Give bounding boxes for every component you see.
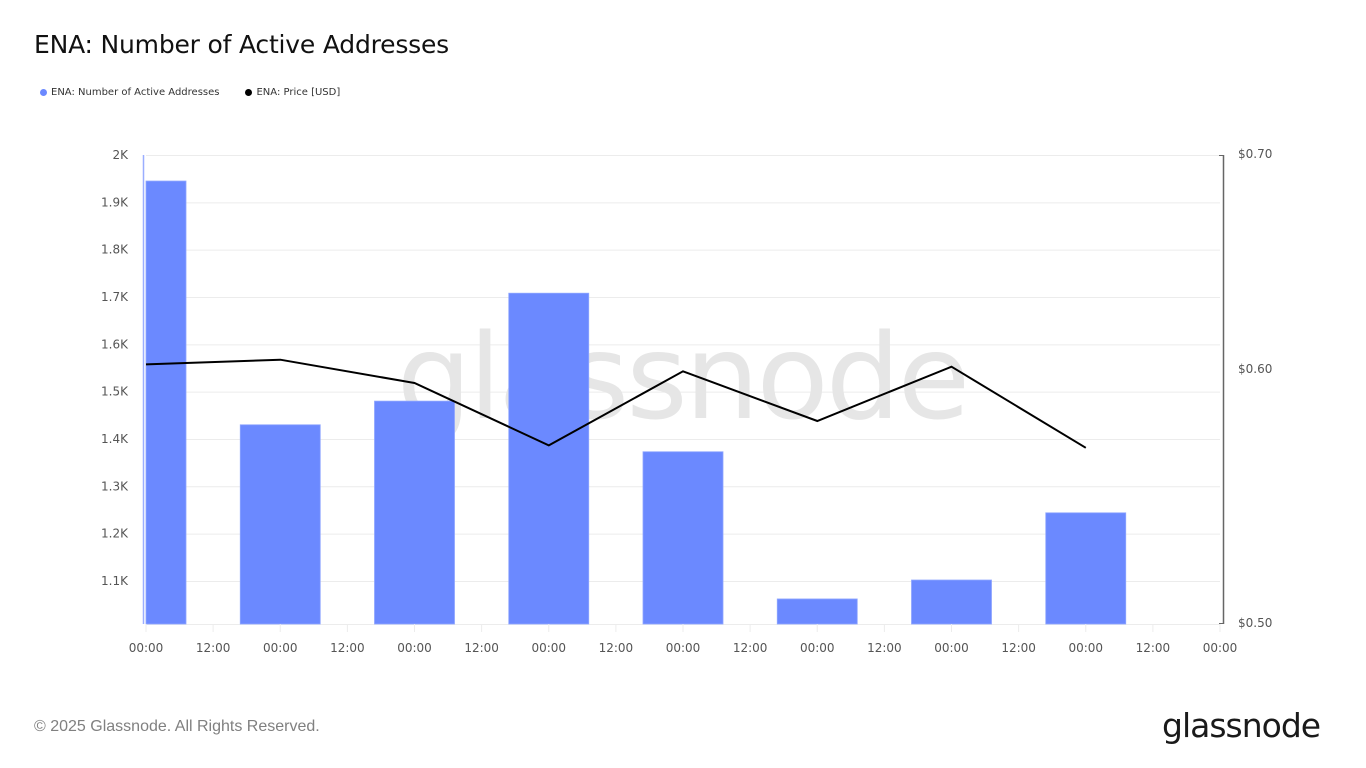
svg-text:12:00: 12:00 [599,641,634,655]
bar[interactable] [374,400,455,625]
svg-text:12:00: 12:00 [867,641,902,655]
svg-text:12:00: 12:00 [1001,641,1036,655]
chart-plot-area: glassnode 2K 1.9K 1.8K 1.7K 1.6K 1.5K 1.4K 1.3K… [101,147,1272,655]
bar[interactable] [642,451,724,625]
svg-text:2K: 2K [112,148,129,162]
svg-text:00:00: 00:00 [666,641,701,655]
svg-text:1.1K: 1.1K [101,574,129,588]
legend-dot-icon [245,89,253,96]
svg-text:00:00: 00:00 [1203,641,1238,655]
svg-text:12:00: 12:00 [330,641,365,655]
chart-legend: ENA: Number of Active Addresses ENA: Pri… [40,87,340,98]
watermark: glassnode [397,308,967,446]
bar[interactable] [1045,512,1127,625]
legend-dot-icon [40,89,47,96]
right-axis-labels: $0.70 $0.60 $0.50 [1238,147,1272,630]
bar[interactable] [776,598,858,625]
bar[interactable] [508,292,590,625]
svg-text:00:00: 00:00 [263,641,298,655]
svg-text:$0.50: $0.50 [1238,616,1272,630]
svg-text:12:00: 12:00 [1136,641,1171,655]
svg-text:1.7K: 1.7K [101,290,129,304]
left-axis-labels: 2K 1.9K 1.8K 1.7K 1.6K 1.5K 1.4K 1.3K 1.2K 1.1K [101,148,129,588]
svg-text:1.5K: 1.5K [101,385,129,399]
bar[interactable] [145,180,187,625]
svg-text:00:00: 00:00 [934,641,969,655]
legend-item-price[interactable]: ENA: Price [USD] [245,87,340,98]
copyright-footer: © 2025 Glassnode. All Rights Reserved. [34,718,320,735]
svg-text:00:00: 00:00 [129,641,164,655]
svg-text:12:00: 12:00 [196,641,231,655]
x-axis-labels: 00:00 12:00 00:00 12:00 00:00 12:00 00:00 12:00… [129,624,1238,655]
svg-text:12:00: 12:00 [464,641,499,655]
svg-text:00:00: 00:00 [397,641,432,655]
svg-text:00:00: 00:00 [531,641,566,655]
svg-text:1.6K: 1.6K [101,337,129,351]
glassnode-logo[interactable]: glassnode [1162,706,1321,745]
svg-text:1.8K: 1.8K [101,243,129,257]
svg-text:1.2K: 1.2K [101,527,129,541]
svg-text:00:00: 00:00 [1068,641,1103,655]
svg-text:$0.70: $0.70 [1238,147,1272,161]
svg-text:1.4K: 1.4K [101,432,129,446]
svg-text:1.3K: 1.3K [101,479,129,493]
bar[interactable] [239,424,321,625]
svg-text:$0.60: $0.60 [1238,362,1272,376]
svg-text:12:00: 12:00 [733,641,768,655]
bar[interactable] [911,579,992,625]
chart-title: ENA: Number of Active Addresses [34,30,449,59]
legend-item-active-addresses[interactable]: ENA: Number of Active Addresses [40,87,219,98]
price-line [145,358,1087,449]
bar-series [145,180,1127,625]
legend-label: ENA: Price [USD] [256,87,341,98]
svg-text:00:00: 00:00 [800,641,835,655]
legend-label: ENA: Number of Active Addresses [51,87,220,98]
svg-text:1.9K: 1.9K [101,195,129,209]
